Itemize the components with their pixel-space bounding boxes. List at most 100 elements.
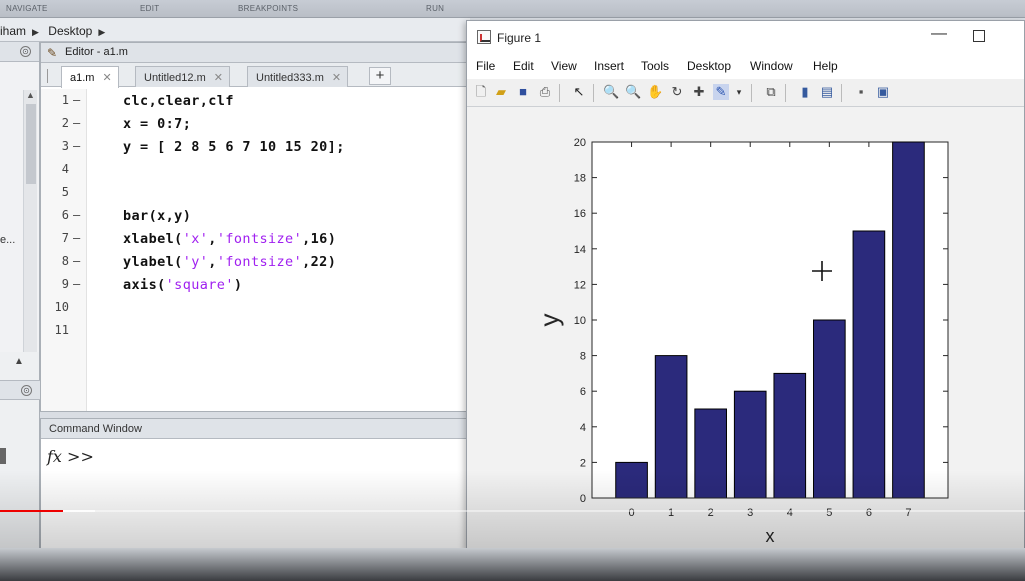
x-tick-label: 6 — [866, 507, 872, 519]
code-line[interactable]: ylabel('y','fontsize',22) — [123, 254, 336, 270]
close-tab-icon[interactable]: ✕ — [331, 72, 342, 84]
tab-untitled333[interactable]: Untitled333.m ✕ — [247, 66, 349, 87]
brush-icon[interactable]: ✎ — [713, 84, 729, 100]
zoom-in-icon[interactable]: 🔍 — [603, 84, 620, 99]
zoom-out-icon[interactable]: 🔍 — [625, 84, 642, 99]
code-text: ,16) — [302, 231, 337, 247]
bar[interactable] — [733, 390, 767, 499]
new-file-icon[interactable]: 🗋 — [475, 84, 487, 99]
bar[interactable] — [615, 461, 648, 499]
line-marker: — — [73, 116, 81, 130]
pointer-icon[interactable]: ↖ — [573, 84, 585, 99]
code-line[interactable]: clc,clear,clf — [123, 93, 234, 109]
pan-icon[interactable]: ✋ — [647, 84, 664, 99]
hide-plot-tools-icon[interactable]: ▪ — [858, 84, 864, 99]
menu-edit[interactable]: Edit — [513, 59, 534, 73]
y-tick-label: 12 — [574, 279, 586, 291]
breakpoints-section-label: BREAKPOINTS — [238, 4, 299, 13]
bar[interactable] — [892, 141, 925, 499]
bar[interactable] — [813, 319, 846, 499]
scroll-up-icon[interactable]: ▲ — [26, 90, 35, 100]
menu-help[interactable]: Help — [813, 59, 838, 73]
minimize-button[interactable]: — — [931, 25, 947, 42]
rotate-icon[interactable]: ↻ — [671, 84, 683, 99]
y-tick-label: 4 — [580, 422, 586, 434]
brush-dropdown-icon[interactable]: ▾ — [736, 87, 742, 97]
open-folder-icon[interactable]: ▰ — [496, 84, 506, 99]
workspace-header: ⊙ — [0, 380, 40, 400]
maximize-button[interactable] — [973, 30, 985, 42]
y-tick-label: 16 — [574, 208, 586, 220]
close-tab-icon[interactable]: ✕ — [213, 72, 223, 84]
command-window-title: Command Window — [41, 419, 467, 439]
menu-file[interactable]: File — [476, 59, 496, 73]
panel-actions-icon[interactable]: ⊙ — [21, 385, 32, 396]
print-icon[interactable]: ⎙ — [539, 84, 551, 99]
tab-label: a1.m — [70, 72, 95, 84]
bar[interactable] — [852, 230, 886, 499]
figure-app-icon — [477, 30, 491, 44]
editor-tabs: a1.m ✕ Untitled12.m ✕ Untitled333.m ✕ + — [41, 63, 467, 88]
navigate-section-label: NAVIGATE — [6, 4, 48, 13]
add-tab-button[interactable]: + — [369, 67, 391, 85]
panel-scrollbar[interactable]: ▲ — [23, 90, 37, 390]
code-line[interactable]: x = 0:7; — [123, 116, 192, 132]
panel-actions-icon[interactable]: ⊙ — [20, 46, 31, 57]
panel-header: ⊙ — [0, 42, 39, 62]
tab-untitled12[interactable]: Untitled12.m ✕ — [135, 66, 230, 87]
menu-tools[interactable]: Tools — [641, 59, 670, 73]
toolbar-separator — [559, 84, 560, 102]
path-segment-user[interactable]: iham — [0, 24, 27, 38]
editor-panel: ✎ Editor - a1.m a1.m ✕ Untitled12.m ✕ Unti… — [40, 42, 468, 412]
data-cursor-icon[interactable]: ✚ — [693, 84, 705, 99]
path-segment-desktop[interactable]: Desktop — [48, 24, 93, 38]
menu-insert[interactable]: Insert — [594, 59, 625, 73]
figure-menubar: File Edit View Insert Tools Desktop Wind… — [467, 53, 1024, 79]
save-icon[interactable]: ■ — [519, 84, 527, 99]
line-marker: — — [73, 277, 81, 291]
fx-icon[interactable]: fx — [47, 447, 62, 466]
code-text: ylabel( — [123, 254, 183, 270]
line-marker: — — [73, 254, 81, 268]
file-item-truncated[interactable]: e... — [0, 234, 16, 246]
bar[interactable] — [654, 355, 688, 499]
tab-label: Untitled12.m — [144, 72, 206, 84]
y-tick-label: 6 — [580, 386, 586, 398]
string-literal: 'square' — [165, 277, 234, 293]
menu-view[interactable]: View — [551, 59, 577, 73]
command-prompt[interactable]: fx >> — [47, 447, 94, 466]
code-area[interactable]: 1 — clc,clear,clf 2 — x = 0:7; 3 — y = [… — [41, 89, 467, 411]
string-literal: 'fontsize' — [216, 254, 303, 270]
video-progress-bar[interactable] — [0, 510, 1025, 512]
show-plot-tools-icon[interactable]: ▣ — [876, 84, 890, 99]
y-axis-label: y — [534, 314, 564, 327]
current-folder-path[interactable]: iham ▶ Desktop ▶ — [0, 18, 470, 42]
menu-desktop[interactable]: Desktop — [687, 59, 732, 73]
legend-icon[interactable]: ▤ — [820, 84, 834, 99]
toolbar-separator — [593, 84, 594, 102]
y-tick-label: 20 — [574, 137, 586, 149]
code-line[interactable]: y = [ 2 8 5 6 7 10 15 20]; — [123, 139, 345, 155]
bar[interactable] — [694, 408, 727, 499]
tab-a1[interactable]: a1.m ✕ — [61, 66, 119, 88]
code-line[interactable]: xlabel('x','fontsize',16) — [123, 231, 336, 247]
colorbar-icon[interactable]: ▮ — [801, 84, 809, 99]
workspace-item-marker — [0, 448, 6, 464]
code-line[interactable]: axis('square') — [123, 277, 242, 293]
menu-window[interactable]: Window — [750, 59, 793, 73]
editor-titlebar: ✎ Editor - a1.m — [41, 43, 467, 63]
path-arrow-icon: ▶ — [32, 27, 39, 37]
code-line[interactable]: bar(x,y) — [123, 208, 192, 224]
collapse-up-icon[interactable]: ▲ — [14, 356, 24, 367]
link-plot-icon[interactable]: ⧉ — [766, 84, 776, 99]
bars — [595, 141, 929, 499]
line-number: 6 — [61, 208, 69, 222]
x-tick-label: 3 — [747, 507, 753, 519]
bar[interactable] — [773, 372, 807, 499]
close-tab-icon[interactable]: ✕ — [102, 72, 112, 84]
line-number: 7 — [61, 231, 69, 245]
scrollbar-thumb[interactable] — [26, 104, 36, 184]
